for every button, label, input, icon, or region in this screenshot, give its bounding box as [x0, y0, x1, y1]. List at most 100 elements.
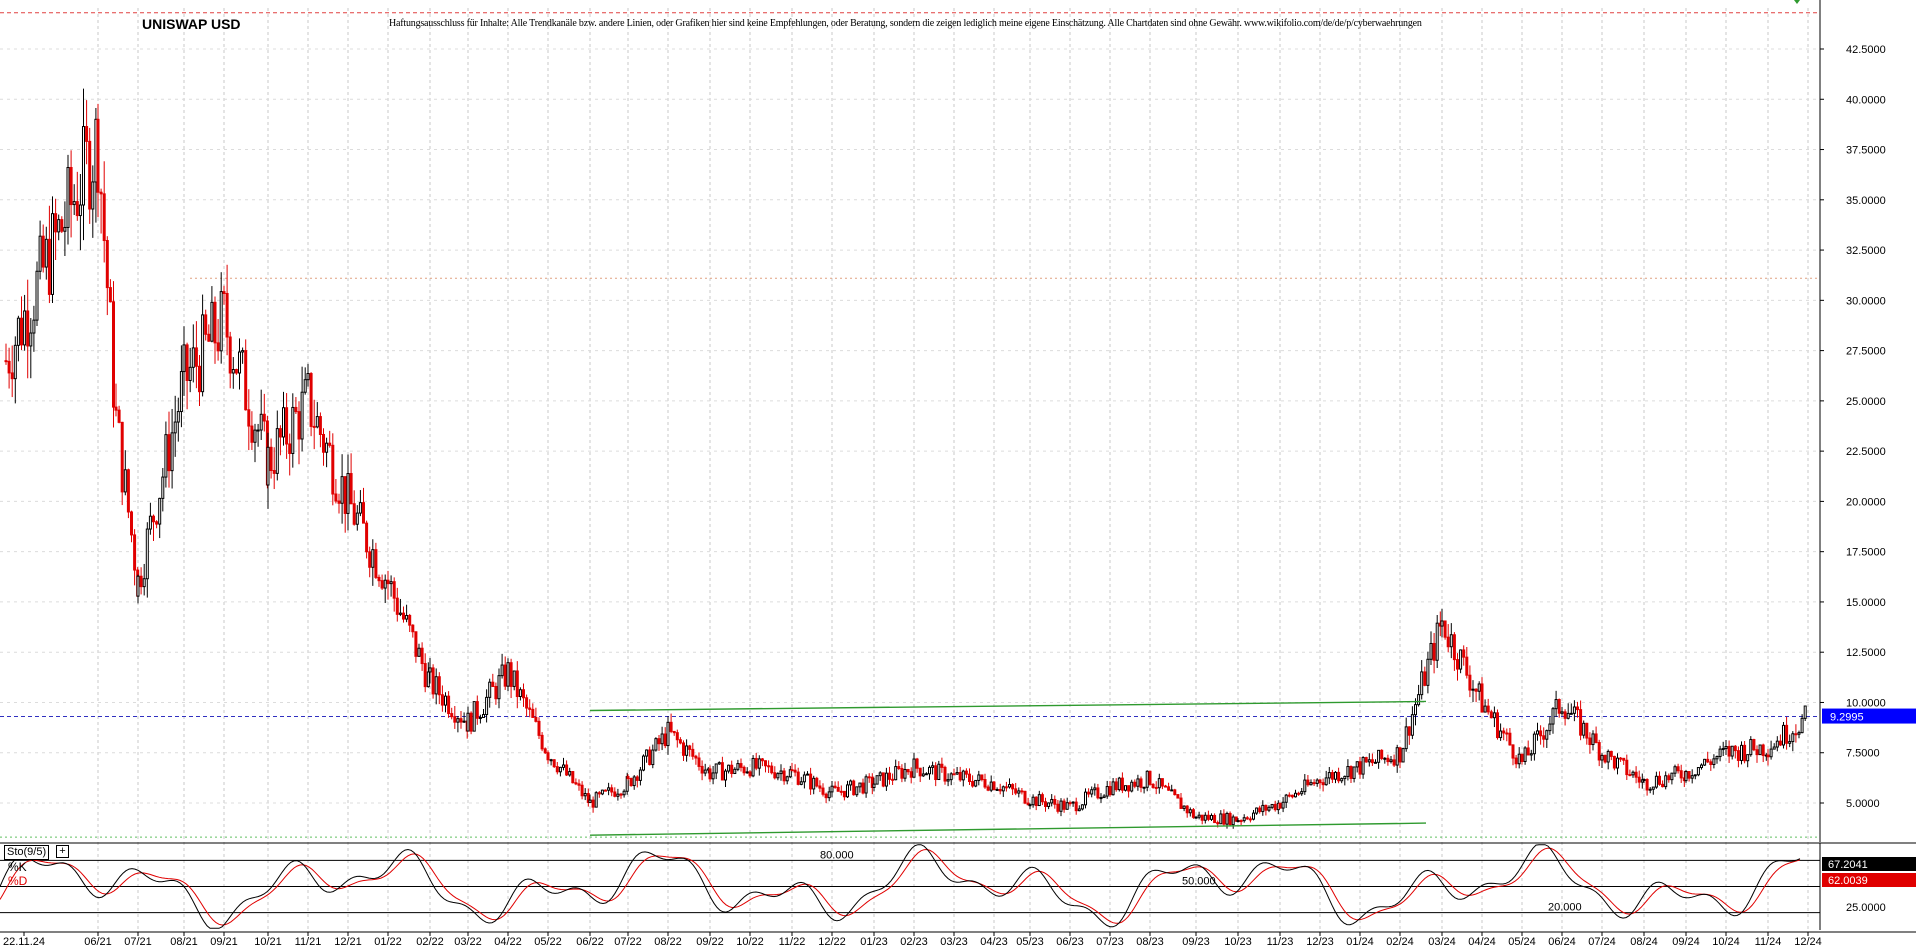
candle-down: [842, 790, 846, 801]
candle-body: [1579, 709, 1583, 736]
candle-down: [657, 734, 661, 751]
candle-body: [318, 416, 322, 435]
candle-body: [1511, 744, 1515, 759]
candle-down: [213, 296, 217, 364]
stochastic-label[interactable]: Sto(9/5): [4, 845, 50, 860]
candle-body: [176, 411, 180, 423]
candle-up: [1346, 759, 1350, 781]
candle-body: [931, 765, 935, 768]
candle-down: [1468, 665, 1472, 698]
candle-down: [1736, 746, 1740, 768]
candle-body: [940, 763, 944, 768]
candle-up: [291, 393, 295, 468]
candle-body: [1188, 809, 1192, 814]
candle-body: [1664, 775, 1668, 788]
candle-body: [173, 421, 177, 434]
candle-up: [937, 760, 941, 781]
candle-down: [748, 770, 752, 778]
candle-body: [703, 769, 707, 774]
candle-body: [635, 776, 639, 781]
candle-down: [1526, 740, 1530, 756]
candle-up: [616, 788, 620, 801]
candle-up: [802, 771, 806, 789]
candle-up: [1517, 747, 1521, 769]
candle-body: [386, 579, 390, 585]
candle-up: [1426, 651, 1430, 694]
candle-down: [1709, 759, 1713, 771]
candle-up: [1352, 766, 1356, 783]
candle-body: [852, 780, 856, 796]
candle-up: [884, 767, 888, 791]
candle-body: [349, 473, 353, 505]
candle-body: [955, 771, 959, 775]
candle-body: [1603, 754, 1607, 763]
candle-down: [626, 774, 630, 781]
candle-down: [447, 691, 451, 718]
candle-up: [1730, 745, 1734, 760]
candle-body: [1410, 714, 1414, 736]
candle-up: [466, 706, 470, 732]
candle-up: [1102, 794, 1106, 799]
candle-up: [928, 765, 931, 780]
candle-body: [1278, 802, 1282, 809]
candle-down: [597, 791, 601, 798]
candle-body: [1749, 739, 1753, 756]
candle-down: [1576, 701, 1579, 718]
candle-up: [1050, 794, 1054, 807]
candle-body: [234, 369, 238, 374]
stoch-level-label: 20.000: [1548, 902, 1582, 914]
candle-up: [241, 347, 245, 364]
time-tick-label: 04/24: [1468, 936, 1496, 948]
candle-body: [488, 681, 492, 698]
candle-body: [285, 407, 289, 445]
candle-body: [1219, 813, 1223, 825]
candle-down: [1034, 796, 1038, 811]
candle-up: [711, 766, 715, 785]
candle-up: [176, 397, 180, 442]
time-tick-label: 06/22: [576, 936, 604, 948]
expand-icon[interactable]: +: [56, 845, 69, 858]
candle-down: [980, 774, 984, 782]
candle-down: [1667, 773, 1671, 783]
candle-body: [126, 469, 130, 513]
candle-body: [1047, 802, 1051, 807]
candle-body: [1337, 771, 1341, 782]
candle-down: [1514, 755, 1518, 769]
candle-up: [1236, 818, 1240, 823]
candle-body: [714, 763, 718, 774]
candle-body: [921, 773, 925, 777]
candle-down: [824, 792, 828, 804]
candle-body: [1606, 750, 1610, 763]
candle-body: [594, 792, 598, 808]
candle-up: [325, 437, 329, 468]
candle-up: [1182, 805, 1186, 812]
candle-body: [525, 697, 529, 709]
candle-body: [1080, 804, 1084, 810]
candle-body: [974, 779, 978, 787]
candle-body: [459, 718, 463, 723]
candle-body: [179, 371, 183, 413]
candle-down: [194, 321, 198, 389]
candle-body: [884, 772, 888, 787]
d-series-line: [0, 847, 1801, 926]
candle-down: [102, 161, 106, 263]
candle-body: [294, 406, 298, 413]
candle-body: [1270, 803, 1274, 808]
k-series-line: [0, 844, 1801, 929]
candle-down: [377, 574, 381, 587]
candle-body: [657, 738, 661, 745]
candle-down: [334, 479, 338, 504]
candle-up: [1684, 769, 1688, 783]
candle-body: [1309, 782, 1313, 786]
candle-down: [1392, 754, 1396, 768]
time-tick-label: 05/22: [534, 936, 562, 948]
candle-up: [1670, 772, 1674, 785]
candle-body: [1191, 809, 1195, 818]
candle-body: [1758, 744, 1762, 756]
candle-down: [591, 796, 595, 813]
candle-body: [1746, 754, 1750, 762]
candle-down: [1557, 698, 1561, 718]
candle-body: [262, 413, 266, 422]
candle-body: [1426, 658, 1430, 686]
candle-down: [318, 412, 322, 448]
